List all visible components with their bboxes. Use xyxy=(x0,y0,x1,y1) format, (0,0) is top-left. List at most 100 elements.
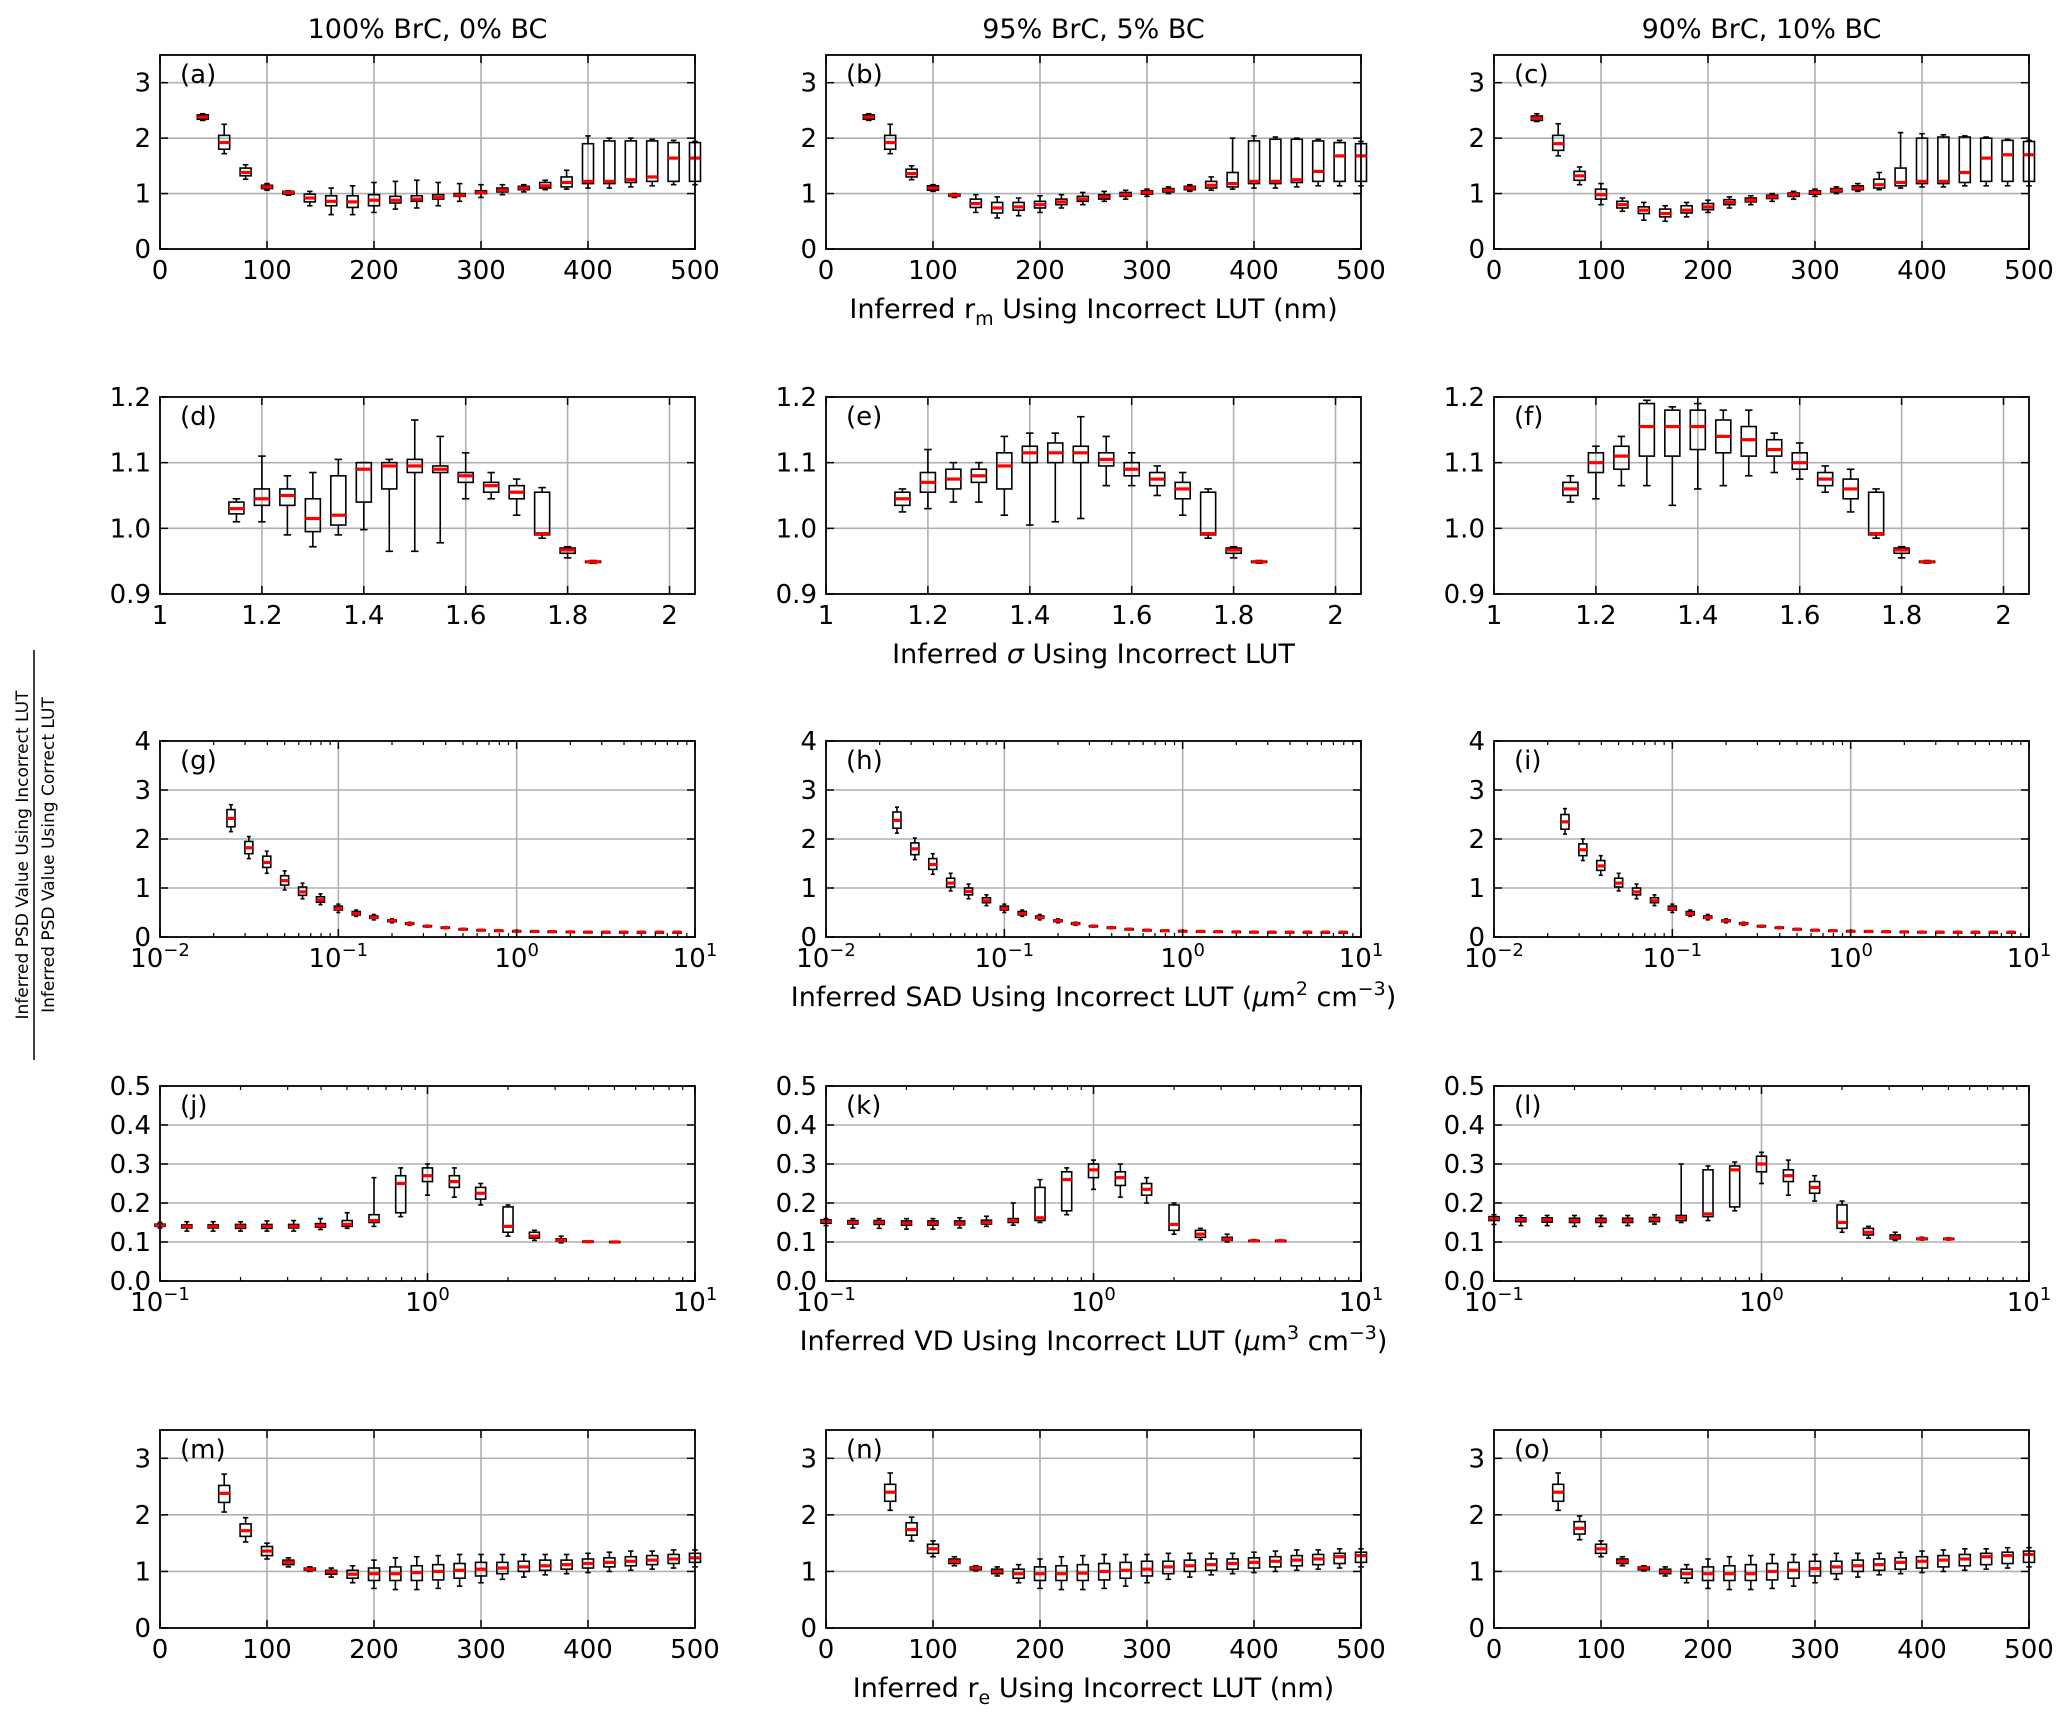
box-plot xyxy=(948,192,961,199)
box-plot xyxy=(1851,1552,1865,1578)
panel-label: (o) xyxy=(1514,1435,1550,1465)
x-tick-label: 1.6 xyxy=(1779,601,1820,631)
box-plot xyxy=(645,138,659,187)
box-plot xyxy=(226,803,236,833)
box-plot xyxy=(667,1549,680,1569)
y-tick-label: 1.1 xyxy=(776,449,817,479)
box-plot xyxy=(1311,138,1325,187)
box-plot xyxy=(1899,930,1910,934)
box-iqr xyxy=(1979,1552,1993,1566)
panel: 0 100 200 300 400 500 0 1 2 3 (b) xyxy=(800,54,1386,286)
box-plot xyxy=(217,1473,231,1513)
box-plot xyxy=(560,1553,573,1575)
box-plot xyxy=(1194,1227,1207,1241)
box-plot xyxy=(538,179,552,191)
box-plot xyxy=(181,1220,193,1232)
panel-label: (c) xyxy=(1514,60,1549,90)
box-plot xyxy=(1958,1548,1972,1572)
y-tick-label: 1.1 xyxy=(110,449,151,479)
box-plot xyxy=(1701,199,1715,214)
x-tick-label: 100 xyxy=(1576,256,1626,286)
box-plot xyxy=(1148,465,1166,497)
x-tick-label: 1.4 xyxy=(1677,601,1718,631)
box-plot xyxy=(2001,1546,2014,1569)
y-tick-label: 1 xyxy=(800,1557,817,1587)
box-plot xyxy=(1587,445,1605,500)
axes-frame xyxy=(1493,396,2030,595)
box-iqr xyxy=(1168,1204,1180,1232)
box-plot xyxy=(1046,432,1064,523)
box-plot xyxy=(1568,1214,1581,1228)
x-tick-label: 500 xyxy=(2004,1635,2054,1665)
box-plot xyxy=(1250,559,1268,564)
box-iqr xyxy=(380,461,398,490)
box-plot xyxy=(1140,188,1154,198)
box-plot xyxy=(297,882,308,900)
y-tick-label: 0.0 xyxy=(776,1267,817,1297)
box-plot xyxy=(1183,1552,1197,1578)
box-iqr xyxy=(1958,136,1972,184)
y-tick-label: 1 xyxy=(1468,1557,1485,1587)
box-plot xyxy=(431,1554,445,1590)
box-iqr xyxy=(1613,445,1630,471)
box-plot xyxy=(1867,488,1885,539)
box-plot xyxy=(945,461,962,503)
panel: 10−1 100 101 0.0 0.1 0.2 0.3 0.4 0.5 (j) xyxy=(110,1072,718,1318)
box-plot xyxy=(261,1220,273,1232)
box-iqr xyxy=(457,471,475,484)
box-plot xyxy=(1872,171,1886,191)
box-plot xyxy=(1560,807,1570,835)
box-plot xyxy=(1637,1564,1651,1572)
box-iqr xyxy=(1765,438,1783,457)
box-plot xyxy=(1055,1555,1068,1591)
box-plot xyxy=(389,1557,402,1591)
panel-label: (b) xyxy=(846,60,883,90)
box-plot xyxy=(1114,1163,1127,1198)
box-plot xyxy=(1097,435,1115,487)
axes-frame xyxy=(1493,54,2030,250)
x-tick-label: 0 xyxy=(1486,256,1503,286)
box-plot xyxy=(980,1215,993,1228)
box-plot xyxy=(624,137,638,188)
x-tick-label: 2 xyxy=(1327,601,1344,631)
box-plot xyxy=(996,435,1013,517)
y-tick-label: 0 xyxy=(134,1614,151,1644)
y-tick-label: 0 xyxy=(800,1614,817,1644)
box-plot xyxy=(217,123,231,155)
box-plot xyxy=(1613,872,1624,892)
box-plot xyxy=(1649,894,1660,907)
row-xlabel: Inferred rm​ Using Incorrect LUT (nm) xyxy=(849,294,1337,330)
x-tick-label: 500 xyxy=(670,256,720,286)
box-plot xyxy=(1787,190,1800,200)
panel: 1 1.2 1.4 1.6 1.8 2 0.9 1.0 1.1 1.2 (e) xyxy=(776,383,1362,631)
box-plot xyxy=(394,1167,407,1218)
y-tick-label: 1.0 xyxy=(110,514,151,544)
box-plot xyxy=(1714,409,1732,487)
box-plot xyxy=(1616,197,1629,213)
box-plot xyxy=(581,135,595,189)
panel-label: (f) xyxy=(1514,402,1543,432)
y-tick-label: 1 xyxy=(1468,874,1485,904)
y-tick-label: 0 xyxy=(134,235,151,265)
box-plot xyxy=(603,137,616,189)
y-tick-label: 2 xyxy=(134,825,151,855)
y-tick-label: 3 xyxy=(800,69,817,99)
x-tick-label: 10−1 xyxy=(796,1284,856,1318)
box-plot xyxy=(315,893,326,906)
x-tick-label: 100 xyxy=(1739,1284,1784,1318)
x-tick-label: 101 xyxy=(1339,1284,1384,1318)
x-tick-label: 2 xyxy=(661,601,678,631)
box-plot xyxy=(1808,188,1822,198)
x-tick-label: 10−1 xyxy=(1464,1284,1524,1318)
panel: 0 100 200 300 400 500 0 1 2 3 (n) xyxy=(800,1429,1386,1665)
box-plot xyxy=(351,909,362,918)
box-plot xyxy=(1551,122,1565,157)
box-plot xyxy=(496,1553,509,1581)
box-plot xyxy=(482,471,500,500)
axes-frame xyxy=(825,396,1362,595)
box-plot xyxy=(1894,1551,1907,1575)
box-plot xyxy=(1290,1549,1304,1572)
box-plot xyxy=(1333,1548,1346,1569)
y-tick-label: 0.1 xyxy=(776,1228,817,1258)
x-tick-label: 300 xyxy=(1790,1635,1840,1665)
